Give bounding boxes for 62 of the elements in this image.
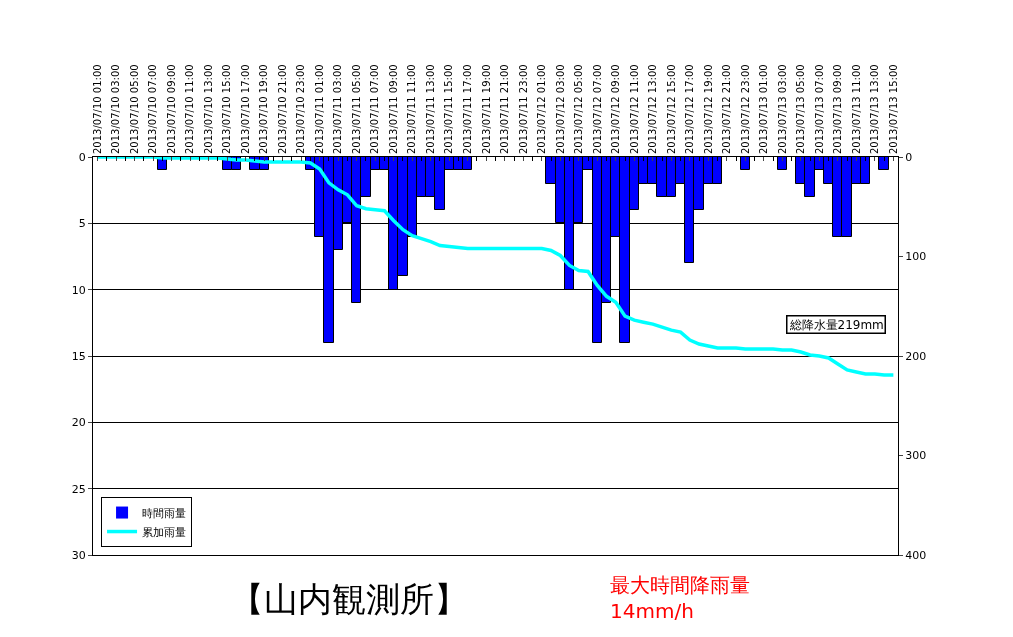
legend-label: 時間雨量 xyxy=(142,506,187,520)
x-tick-label: 2013/07/12 07:00 xyxy=(591,64,603,154)
x-tick-label: 2013/07/12 03:00 xyxy=(554,64,566,154)
y-tick-label: 20 xyxy=(71,416,86,430)
y-tick-label: 25 xyxy=(71,482,86,496)
x-tick-label: 2013/07/12 23:00 xyxy=(739,64,751,154)
legend-label: 累加雨量 xyxy=(142,525,187,539)
x-tick-label: 2013/07/10 09:00 xyxy=(165,64,177,154)
x-tick-label: 2013/07/11 03:00 xyxy=(332,64,344,154)
x-tick-label: 2013/07/13 15:00 xyxy=(887,64,899,154)
annotation: 総降水量219mm xyxy=(788,317,884,332)
x-tick-label: 2013/07/11 09:00 xyxy=(387,64,399,154)
x-tick-label: 2013/07/13 03:00 xyxy=(776,64,788,154)
x-tick-label: 2013/07/10 03:00 xyxy=(110,64,122,154)
x-tick-label: 2013/07/12 15:00 xyxy=(665,64,677,154)
y2-tick-label: 400 xyxy=(905,548,927,562)
x-tick-label: 2013/07/10 17:00 xyxy=(239,64,251,154)
x-tick-label: 2013/07/10 19:00 xyxy=(258,64,270,154)
x-tick-label: 2013/07/12 19:00 xyxy=(702,64,714,154)
x-tick-label: 2013/07/13 11:00 xyxy=(850,64,862,154)
x-tick-label: 2013/07/12 01:00 xyxy=(536,64,548,154)
x-tick-label: 2013/07/11 19:00 xyxy=(480,64,492,154)
x-tick-label: 2013/07/10 11:00 xyxy=(184,64,196,154)
x-tick-label: 2013/07/10 21:00 xyxy=(276,64,288,154)
x-tick-label: 2013/07/13 09:00 xyxy=(832,64,844,154)
x-tick-label: 2013/07/12 11:00 xyxy=(628,64,640,154)
x-tick-label: 2013/07/13 07:00 xyxy=(813,64,825,154)
text: 最大時間降雨量 14mm/h xyxy=(610,573,750,623)
x-tick-label: 2013/07/11 17:00 xyxy=(461,64,473,154)
x-tick-label: 2013/07/12 05:00 xyxy=(573,64,585,154)
x-tick-label: 2013/07/11 15:00 xyxy=(443,64,455,154)
x-tick-label: 2013/07/10 23:00 xyxy=(295,64,307,154)
y-tick-label: 30 xyxy=(71,548,86,562)
y2-tick-label: 100 xyxy=(905,250,927,264)
x-tick-label: 2013/07/13 05:00 xyxy=(795,64,807,154)
x-tick-label: 2013/07/10 15:00 xyxy=(221,64,233,154)
y2-tick-label: 200 xyxy=(905,349,927,363)
x-tick-label: 2013/07/11 11:00 xyxy=(406,64,418,154)
x-tick-label: 2013/07/11 05:00 xyxy=(350,64,362,154)
x-tick-label: 2013/07/11 07:00 xyxy=(369,64,381,154)
x-tick-label: 2013/07/10 07:00 xyxy=(147,64,159,154)
line-series xyxy=(95,157,896,377)
x-tick-label: 2013/07/12 21:00 xyxy=(721,64,733,154)
x-tick-label: 2013/07/10 01:00 xyxy=(91,64,103,154)
x-tick-label: 2013/07/12 09:00 xyxy=(610,64,622,154)
x-tick-label: 2013/07/12 17:00 xyxy=(684,64,696,154)
x-tick-label: 2013/07/11 13:00 xyxy=(424,64,436,154)
y2-tick-label: 300 xyxy=(905,449,927,463)
x-tick-label: 2013/07/10 13:00 xyxy=(202,64,214,154)
y2-tick-label: 0 xyxy=(905,150,913,164)
y-tick-label: 15 xyxy=(71,349,86,363)
x-tick-label: 2013/07/11 23:00 xyxy=(517,64,529,154)
x-tick-label: 2013/07/11 21:00 xyxy=(499,64,510,154)
x-tick-label: 2013/07/11 01:00 xyxy=(313,64,325,154)
x-tick-label: 2013/07/13 01:00 xyxy=(758,64,770,154)
y-tick-label: 0 xyxy=(78,150,86,164)
y-tick-label: 10 xyxy=(71,283,86,297)
text: 【山内観測所】 xyxy=(230,578,469,619)
x-tick-label: 2013/07/10 05:00 xyxy=(128,64,140,154)
x-tick-label: 2013/07/13 13:00 xyxy=(869,64,881,154)
x-tick-label: 2013/07/12 13:00 xyxy=(647,64,659,154)
y-tick-label: 5 xyxy=(78,217,86,231)
